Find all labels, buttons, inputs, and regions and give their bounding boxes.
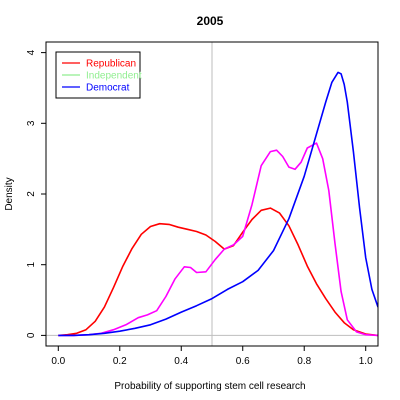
x-tick-label: 0.6 bbox=[236, 356, 250, 367]
series-line-democrat bbox=[58, 71, 378, 337]
y-tick-label: 0 bbox=[26, 332, 37, 338]
y-axis-label: Density bbox=[4, 177, 15, 210]
legend-label-independent: Independent bbox=[86, 71, 142, 82]
x-tick-label: 0.0 bbox=[51, 356, 65, 367]
y-tick-label: 3 bbox=[26, 120, 37, 126]
x-tick-label: 0.2 bbox=[113, 356, 127, 367]
x-axis-label: Probability of supporting stem cell rese… bbox=[114, 381, 305, 392]
plot-area: 0.0 0.2 0.4 0.6 0.8 1.0 0 1 2 3 4 RepublicanIndepen… bbox=[26, 41, 379, 367]
legend-label-republican: Republican bbox=[86, 59, 136, 70]
y-tick-label: 2 bbox=[26, 191, 37, 197]
legend-label-democrat: Democrat bbox=[86, 83, 130, 94]
y-tick-label: 1 bbox=[26, 261, 37, 267]
x-tick-label: 1.0 bbox=[359, 356, 373, 367]
series-line-independent bbox=[58, 142, 378, 337]
series-line-republican bbox=[58, 207, 378, 337]
chart-title: 2005 bbox=[197, 14, 224, 28]
x-tick-label: 0.4 bbox=[174, 356, 188, 367]
y-tick-label: 4 bbox=[26, 49, 37, 55]
x-tick-label: 0.8 bbox=[297, 356, 311, 367]
